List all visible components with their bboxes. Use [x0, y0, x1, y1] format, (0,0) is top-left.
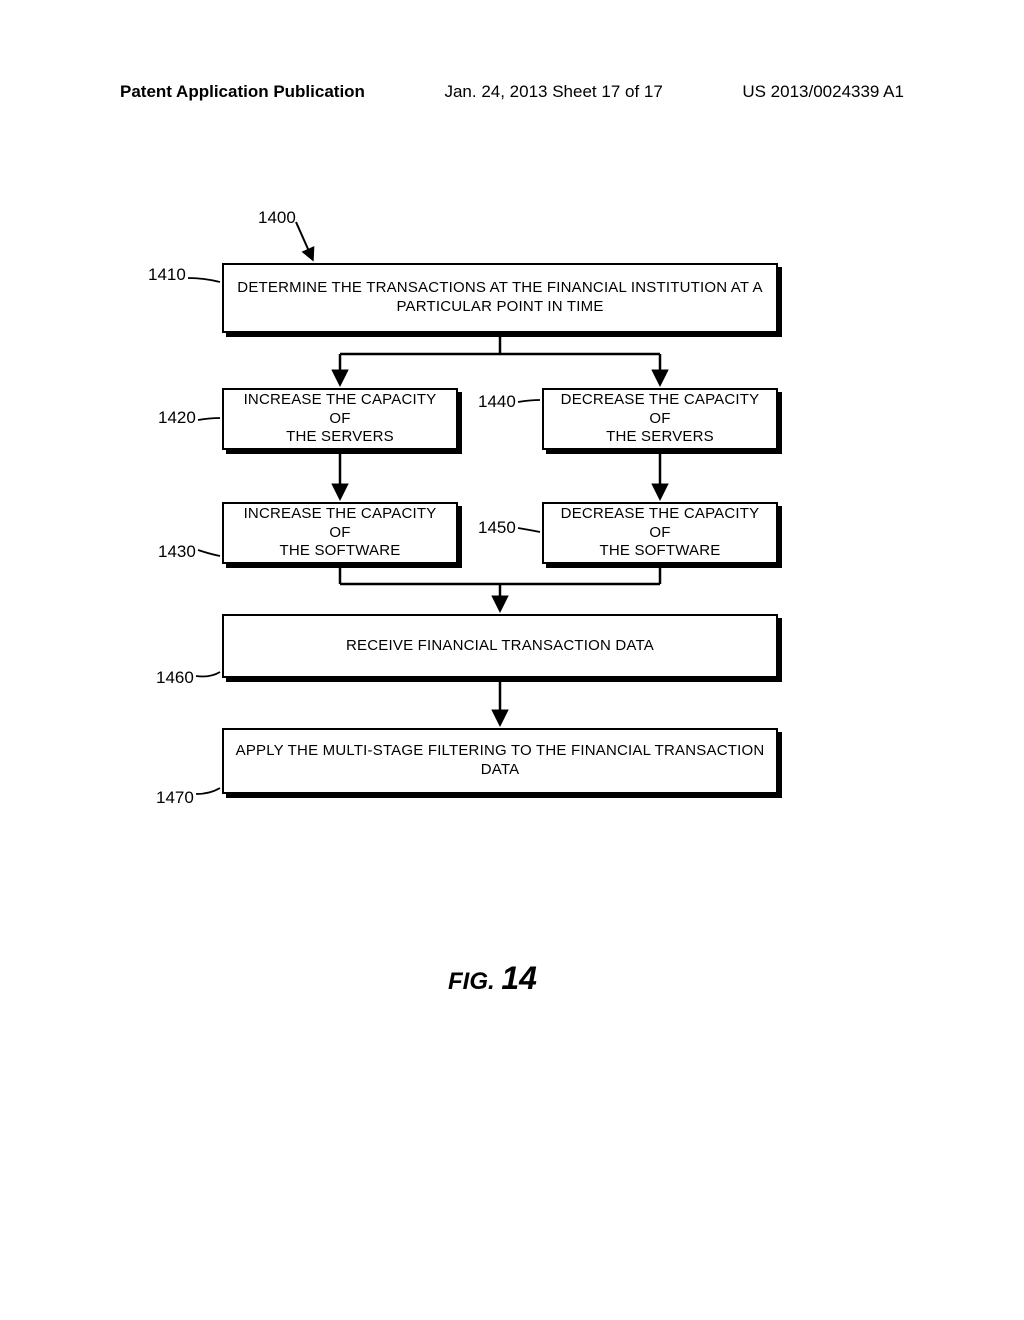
ref-1400: 1400 — [258, 208, 296, 228]
ref-1420: 1420 — [158, 408, 196, 428]
box-1450-shadow-r — [778, 506, 782, 568]
box-1420: INCREASE THE CAPACITY OF THE SERVERS — [222, 388, 458, 450]
box-1460-shadow-r — [778, 618, 782, 682]
box-1410-shadow — [226, 333, 782, 337]
box-1420-line2: THE SERVERS — [286, 428, 394, 447]
box-1470: APPLY THE MULTI-STAGE FILTERING TO THE F… — [222, 728, 778, 794]
figure-label: FIG. — [448, 968, 495, 995]
ref-1470: 1470 — [156, 788, 194, 808]
box-1410-line1: DETERMINE THE TRANSACTIONS AT THE FINANC… — [237, 279, 762, 298]
ref-1450: 1450 — [478, 518, 516, 538]
box-1460-line1: RECEIVE FINANCIAL TRANSACTION DATA — [346, 637, 654, 656]
box-1430-line1: INCREASE THE CAPACITY OF — [232, 505, 448, 543]
ref-1460: 1460 — [156, 668, 194, 688]
box-1470-shadow-r — [778, 732, 782, 798]
ref-1410: 1410 — [148, 265, 186, 285]
box-1430-shadow — [226, 564, 462, 568]
box-1410-line2: PARTICULAR POINT IN TIME — [396, 298, 603, 317]
box-1440-shadow — [546, 450, 782, 454]
box-1410: DETERMINE THE TRANSACTIONS AT THE FINANC… — [222, 263, 778, 333]
box-1430: INCREASE THE CAPACITY OF THE SOFTWARE — [222, 502, 458, 564]
box-1440: DECREASE THE CAPACITY OF THE SERVERS — [542, 388, 778, 450]
box-1420-shadow — [226, 450, 462, 454]
box-1450: DECREASE THE CAPACITY OF THE SOFTWARE — [542, 502, 778, 564]
box-1470-shadow — [226, 794, 782, 798]
figure-number: 14 — [501, 960, 537, 996]
box-1460-shadow — [226, 678, 782, 682]
box-1440-shadow-r — [778, 392, 782, 454]
box-1440-line1: DECREASE THE CAPACITY OF — [552, 391, 768, 429]
box-1450-shadow — [546, 564, 782, 568]
box-1450-line2: THE SOFTWARE — [599, 542, 720, 561]
box-1460: RECEIVE FINANCIAL TRANSACTION DATA — [222, 614, 778, 678]
box-1450-line1: DECREASE THE CAPACITY OF — [552, 505, 768, 543]
ref-1440: 1440 — [478, 392, 516, 412]
box-1420-shadow-r — [458, 392, 462, 454]
box-1430-shadow-r — [458, 506, 462, 568]
box-1470-line1: APPLY THE MULTI-STAGE FILTERING TO THE F… — [232, 742, 768, 780]
box-1440-line2: THE SERVERS — [606, 428, 714, 447]
box-1410-shadow-r — [778, 267, 782, 337]
figure-caption: FIG. 14 — [448, 960, 537, 997]
ref-1430: 1430 — [158, 542, 196, 562]
box-1430-line2: THE SOFTWARE — [279, 542, 400, 561]
box-1420-line1: INCREASE THE CAPACITY OF — [232, 391, 448, 429]
flowchart-1400: DETERMINE THE TRANSACTIONS AT THE FINANC… — [0, 0, 1024, 1320]
